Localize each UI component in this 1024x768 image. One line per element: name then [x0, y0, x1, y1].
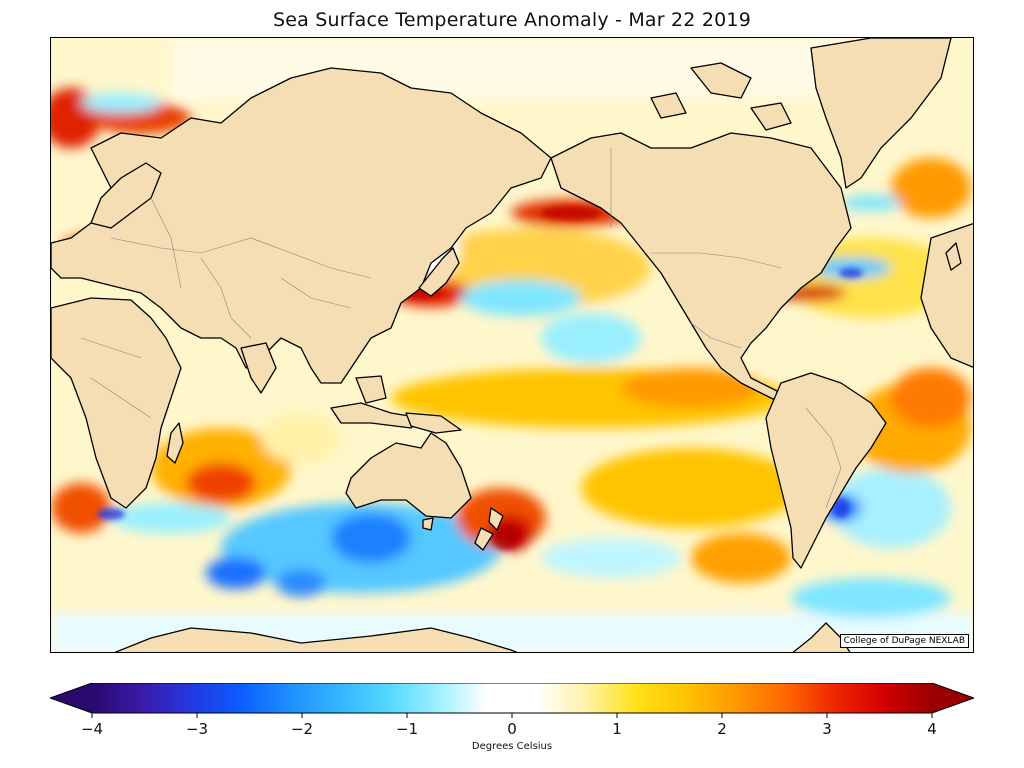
- colorbar-tick-label: 2: [717, 720, 727, 738]
- colorbar-tick-label: −1: [396, 720, 418, 738]
- colorbar-canvas: −4 −3 −2 −1 0 1 2 3 4: [48, 682, 976, 738]
- colorbar: −4 −3 −2 −1 0 1 2 3 4: [48, 682, 976, 747]
- eurasia-landmass: [51, 67, 552, 384]
- colorbar-label: Degrees Celsius: [471, 741, 553, 752]
- land-layer: [51, 38, 973, 652]
- japan-landmass: [418, 247, 460, 297]
- country-borders: [80, 148, 842, 509]
- tasmania-landmass: [422, 517, 434, 531]
- sst-anomaly-map: College of DuPage NEXLAB: [50, 37, 974, 653]
- map-title: Sea Surface Temperature Anomaly - Mar 22…: [273, 9, 751, 31]
- arctic-islands: [650, 62, 792, 131]
- north-america-landmass: [550, 132, 852, 404]
- antarctic-peninsula: [792, 622, 851, 652]
- credit-label: College of DuPage NEXLAB: [839, 634, 969, 648]
- colorbar-tick-label: 0: [507, 720, 517, 738]
- south-america-landmass: [765, 372, 887, 569]
- uk-landmass: [945, 242, 962, 271]
- colorbar-tick-label: −3: [186, 720, 208, 738]
- colorbar-tick-label: −4: [81, 720, 103, 738]
- madagascar-landmass: [166, 422, 184, 464]
- colorbar-tick-label: −2: [291, 720, 313, 738]
- colorbar-extend-max: [932, 683, 974, 713]
- scandinavia-landmass: [90, 162, 162, 229]
- colorbar-tick-label: 4: [927, 720, 937, 738]
- new-zealand-landmass: [474, 507, 504, 551]
- colorbar-tick-label: 1: [612, 720, 622, 738]
- borneo-landmass: [355, 375, 387, 404]
- map-canvas: College of DuPage NEXLAB: [51, 38, 973, 652]
- africa-landmass: [51, 297, 182, 509]
- colorbar-extend-min: [50, 683, 92, 713]
- new-guinea-landmass: [405, 412, 462, 434]
- colorbar-tick-label: 3: [822, 720, 832, 738]
- australia-landmass: [345, 432, 472, 519]
- india-landmass: [240, 342, 277, 394]
- greenland-landmass: [810, 38, 952, 189]
- colorbar-gradient: [92, 683, 932, 713]
- antarctica-landmass: [114, 627, 518, 652]
